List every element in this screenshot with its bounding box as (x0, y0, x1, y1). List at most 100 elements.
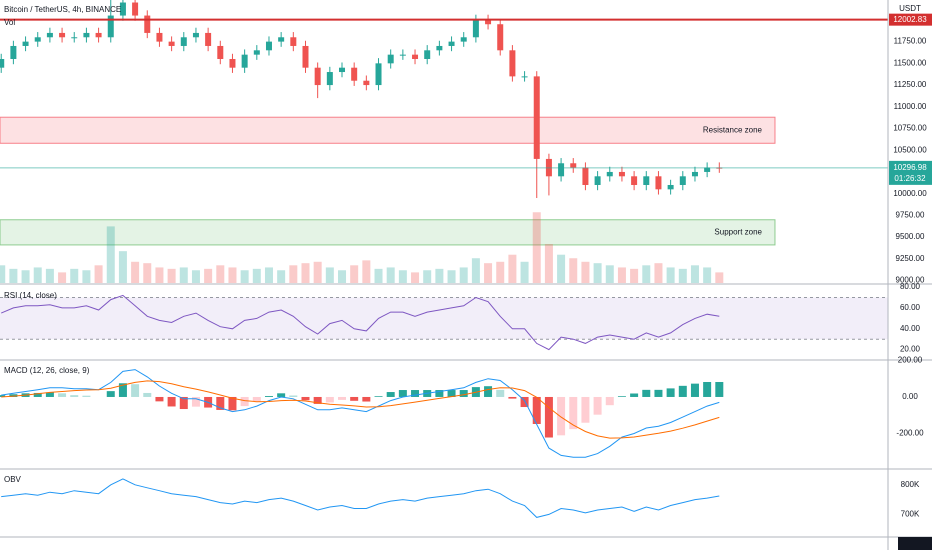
volume-bar (678, 268, 687, 283)
histogram-bar (593, 396, 602, 415)
candle-body (667, 184, 674, 190)
volume-bar (447, 270, 456, 283)
candle-body (485, 19, 492, 25)
histogram-bar (508, 396, 517, 399)
last-price-label: 10296.98 (893, 163, 927, 172)
histogram-bar (703, 381, 712, 397)
price-label: 12002.83 (893, 15, 927, 24)
volume-bar (398, 270, 407, 283)
volume-bar (240, 270, 249, 283)
histogram-bar (252, 396, 261, 402)
candle-body (594, 176, 601, 185)
rsi-title: RSI (14, close) (4, 291, 57, 300)
y-tick-label: 60.00 (900, 303, 921, 312)
candle-body (0, 58, 5, 68)
volume-bar (9, 268, 18, 283)
histogram-bar (216, 396, 225, 410)
last-price-box (889, 160, 932, 185)
candle-body (46, 32, 53, 38)
volume-bar (216, 265, 225, 283)
histogram-bar (131, 384, 140, 397)
y-tick-label: 10000.00 (893, 189, 927, 198)
y-tick-label: 40.00 (900, 324, 921, 333)
candle-body (582, 167, 589, 185)
volume-bar (508, 254, 517, 283)
y-tick-label: 200.00 (898, 356, 923, 365)
y-tick-label: 11750.00 (894, 37, 927, 46)
volume-bar (715, 272, 724, 283)
histogram-bar (350, 396, 359, 401)
candle-body (217, 45, 224, 59)
zone-label: Support zone (714, 227, 762, 236)
candle-body (643, 176, 650, 185)
histogram-bar (447, 390, 456, 397)
candle-body (205, 32, 212, 46)
candle-body (83, 32, 90, 38)
y-tick-label: 11250.00 (894, 80, 927, 89)
y-tick-label: 0.00 (902, 392, 918, 401)
histogram-bar (240, 396, 249, 407)
histogram-bar (301, 396, 310, 401)
volume-bar (191, 270, 200, 283)
histogram-bar (666, 388, 675, 397)
volume-bar (264, 267, 273, 283)
volume-bar (70, 268, 79, 283)
volume-bar (471, 258, 480, 283)
histogram-bar (557, 396, 566, 436)
currency[interactable]: USDT (899, 4, 921, 13)
candle-body (631, 176, 638, 185)
y-tick-label: 80.00 (900, 282, 921, 291)
candle-body (119, 2, 126, 16)
logo[interactable] (898, 537, 932, 550)
candle-body (655, 176, 662, 190)
volume-bar (167, 268, 176, 283)
volume-bar (0, 265, 6, 283)
volume-bar (313, 261, 322, 283)
candle-body (351, 67, 358, 81)
volume-bar (459, 267, 468, 283)
volume-bar (228, 267, 237, 283)
histogram-bar (398, 390, 407, 397)
volume-bar (386, 267, 395, 283)
histogram-bar (228, 396, 237, 411)
histogram-bar (544, 396, 553, 438)
volume-bar (703, 267, 712, 283)
volume-bar (301, 263, 310, 283)
candle-body (241, 54, 248, 68)
histogram-bar (617, 396, 626, 397)
candle-body (363, 80, 370, 86)
histogram-bar (630, 393, 639, 397)
volume-bar (82, 270, 91, 283)
histogram-bar (33, 392, 42, 397)
candle-body (436, 45, 443, 51)
countdown-label: 01:26:32 (894, 174, 926, 183)
volume-bar (496, 261, 505, 283)
volume-bar (106, 226, 115, 283)
volume-bar (58, 272, 67, 283)
labels: Bitcoin / TetherUS, 4h, BINANCE Vol USDT… (4, 4, 932, 519)
volume-bar (654, 263, 663, 283)
histogram-bar (581, 396, 590, 423)
histogram-bar (58, 393, 67, 397)
histogram-bar (411, 390, 420, 397)
price-label-box (889, 13, 932, 26)
volume-bar (605, 265, 614, 283)
candle-body (156, 32, 163, 42)
histogram-bar (532, 396, 541, 424)
candle-body (448, 41, 455, 46)
volume-bar (131, 261, 140, 283)
y-tick-label: 10500.00 (893, 145, 927, 154)
volume-bar (544, 244, 553, 283)
volume-bar (118, 251, 127, 283)
candle-body (107, 15, 114, 38)
indicator-line (1, 478, 720, 518)
histogram-bar (191, 396, 200, 407)
macd-line (1, 369, 720, 458)
candle-body (606, 171, 613, 177)
indicator-line (1, 294, 720, 351)
volume-bar (33, 267, 42, 283)
histogram-bar (605, 396, 614, 406)
volume-bar (593, 263, 602, 283)
candle-body (302, 45, 309, 68)
